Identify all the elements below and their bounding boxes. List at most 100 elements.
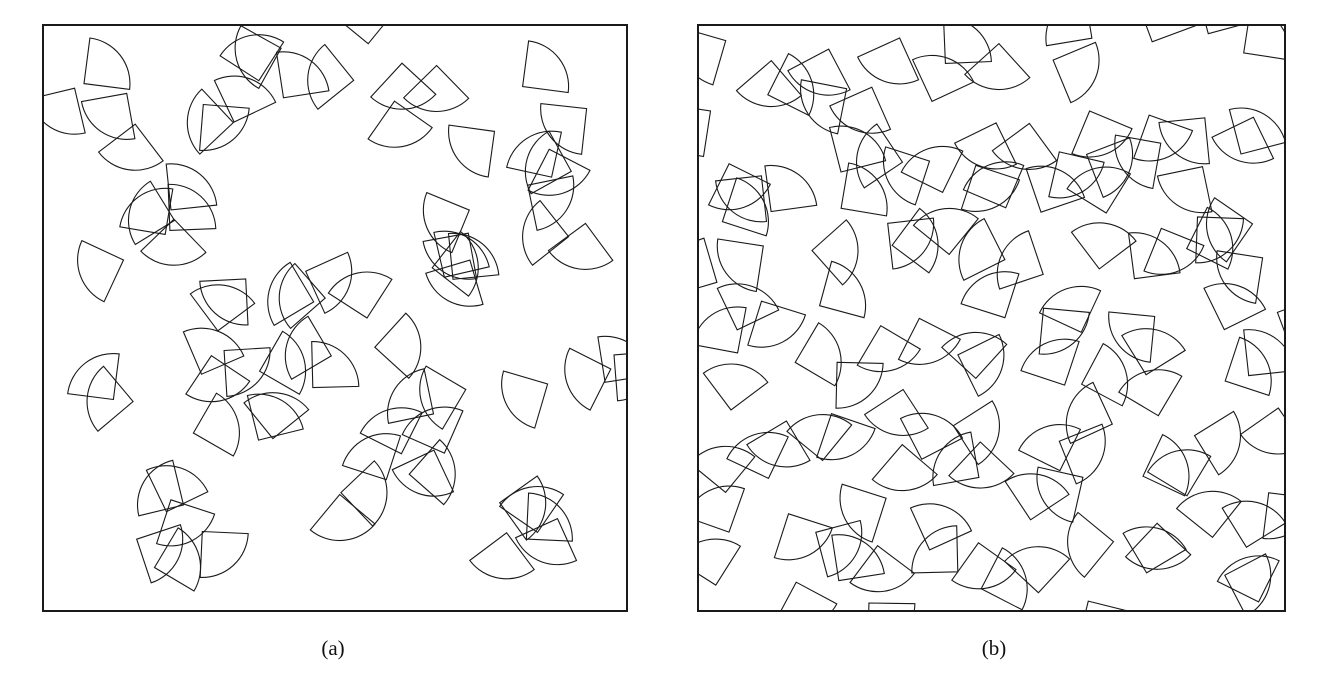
sector-shape — [891, 207, 939, 274]
sector-shape — [422, 191, 471, 254]
sector-shape — [996, 230, 1044, 290]
sector-shape — [1058, 423, 1106, 485]
sector-shape — [246, 393, 304, 441]
sector-shape — [1203, 283, 1267, 331]
sector-shape — [957, 333, 1005, 397]
sector-shape — [155, 499, 216, 547]
sector-shape — [192, 392, 240, 457]
sector-shape — [447, 232, 500, 280]
sector-shape — [367, 100, 433, 148]
sector-shape — [1221, 500, 1286, 548]
sector-shape — [1048, 151, 1105, 199]
sector-shape — [856, 324, 922, 373]
sector-shape — [83, 37, 131, 91]
sector-shape — [547, 222, 614, 270]
sector-shape — [816, 413, 876, 461]
sector-packing-b — [697, 24, 1286, 612]
sector-shape — [1243, 329, 1286, 377]
sector-shape — [80, 92, 136, 140]
sector-shape — [779, 581, 838, 612]
sector-shape — [952, 400, 1000, 466]
sector-shape — [1067, 511, 1115, 578]
sector-shape — [863, 388, 929, 437]
sector-shape — [514, 517, 578, 566]
sector-shape — [234, 25, 282, 90]
sector-shape — [1108, 311, 1156, 363]
sector-shape — [311, 341, 360, 389]
sector-shape — [697, 31, 727, 86]
sector-shape — [856, 37, 920, 85]
sector-packing-frame-a — [42, 24, 628, 612]
sector-shape — [613, 353, 628, 402]
sector-shape — [186, 88, 235, 155]
sector-shape — [1080, 342, 1129, 407]
panel-a: (a) — [0, 0, 666, 674]
sector-shape — [911, 54, 975, 103]
sector-shape — [469, 532, 535, 580]
sector-shape — [1224, 336, 1272, 397]
sector-shape — [527, 175, 575, 231]
sector-shape — [402, 64, 470, 112]
sector-packing-a — [42, 24, 628, 612]
sector-shape — [431, 230, 479, 297]
sector-shape — [958, 217, 1006, 282]
sector-shape — [1216, 555, 1280, 603]
sector-shape — [697, 306, 747, 354]
sector-shape — [897, 317, 962, 365]
sector-shape — [527, 148, 591, 196]
sector-shape — [522, 199, 570, 266]
sector-shape — [746, 420, 811, 468]
sector-shape — [855, 123, 904, 189]
sector-shape — [182, 327, 245, 375]
sector-shape — [1025, 165, 1086, 213]
sector-shape — [1145, 24, 1197, 43]
sector-shape — [97, 123, 164, 171]
sector-shape — [213, 75, 277, 123]
sector-shape — [932, 431, 980, 487]
sector-shape — [1003, 546, 1071, 594]
sector-shape — [243, 392, 310, 440]
sector-shape — [136, 459, 185, 517]
sector-shape — [304, 251, 353, 314]
sector-shape — [401, 406, 464, 454]
sector-shape — [370, 62, 437, 110]
sector-shape — [716, 238, 764, 293]
sector-shape — [1156, 166, 1213, 214]
sector-shape — [1216, 250, 1264, 304]
sector-shape — [964, 42, 1031, 91]
sector-shape — [1124, 522, 1192, 570]
panel-label-b: (b) — [981, 636, 1007, 660]
sector-shape — [199, 103, 250, 151]
panel-b: (b) — [666, 0, 1333, 674]
sector-shape — [960, 164, 1021, 212]
sector-shape — [871, 443, 938, 492]
sector-shape — [1036, 466, 1084, 523]
sector-shape — [498, 475, 547, 541]
sector-shape — [980, 547, 1028, 611]
sector-shape — [391, 449, 455, 497]
sector-shape — [419, 365, 467, 430]
sector-shape — [1114, 134, 1162, 190]
sector-shape — [773, 513, 833, 561]
sector-shape — [501, 370, 549, 429]
sector-shape — [835, 361, 884, 409]
sector-shape — [900, 145, 964, 194]
sector-shape — [787, 48, 851, 96]
sector-shape — [67, 352, 120, 401]
sector-shape — [1038, 285, 1102, 334]
sector-shape — [1065, 381, 1114, 445]
sector-shape — [448, 124, 496, 178]
sector-shape — [127, 180, 176, 246]
sector-packing-frame-b — [697, 24, 1286, 612]
sector-shape — [839, 483, 887, 543]
sector-shape — [386, 368, 435, 424]
sector-shape — [309, 493, 376, 542]
sector-shape — [849, 544, 916, 593]
sector-shape — [275, 51, 330, 99]
sector-shape — [702, 363, 769, 411]
sector-shape — [951, 542, 1017, 590]
sector-shape — [153, 527, 201, 592]
sector-shape — [341, 433, 402, 481]
sector-shape — [726, 431, 789, 480]
sector-shape — [815, 519, 863, 578]
